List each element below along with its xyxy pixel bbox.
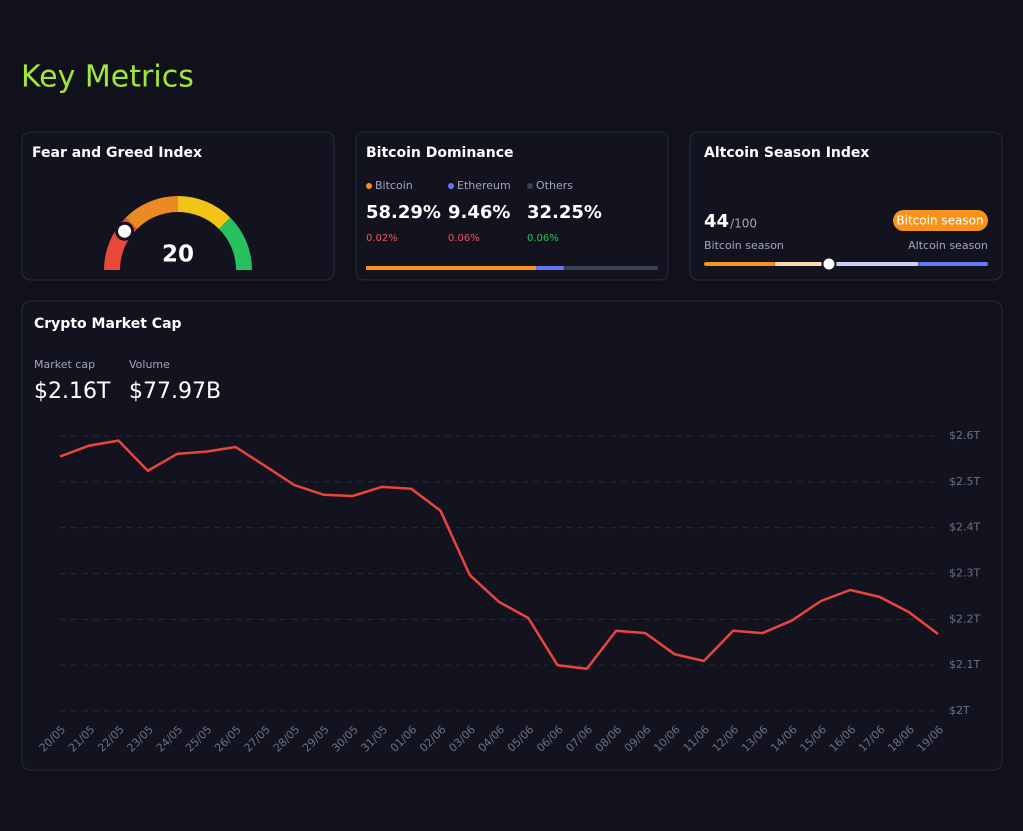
dominance-bar — [563, 266, 658, 270]
stat-label: Market cap — [34, 358, 95, 371]
dominance-change: 0.02% — [366, 233, 398, 244]
slider-track — [918, 262, 988, 266]
slider-track — [828, 262, 918, 266]
dominance-value: 9.46% — [448, 202, 510, 223]
page-title: Key Metrics — [21, 60, 194, 95]
dominance-card — [355, 131, 669, 281]
y-tick-label: $2.3T — [949, 567, 980, 580]
y-tick-label: $2.6T — [949, 429, 980, 442]
dominance-change: 0.06% — [448, 233, 480, 244]
market-card — [21, 300, 1003, 771]
gauge — [104, 196, 252, 271]
slider-track — [704, 262, 775, 266]
badge — [893, 210, 988, 231]
card-title: Bitcoin Dominance — [366, 145, 514, 161]
altcoin-value: 44 — [704, 211, 729, 232]
dominance: Bitcoin 58.29% 0.02% Ethereum 9.46% 0.06% Othe… — [366, 179, 658, 270]
y-tick-label: $2.2T — [949, 612, 980, 625]
card-title: Altcoin Season Index — [704, 145, 869, 161]
dominance-bar — [366, 266, 537, 270]
badge-text: Bitcoin season — [896, 214, 983, 228]
dominance-bar — [536, 266, 564, 270]
legend-dot — [527, 183, 533, 189]
y-tick-label: $2.5T — [949, 475, 980, 488]
card-title: Fear and Greed Index — [32, 145, 202, 161]
line — [59, 439, 939, 671]
y-tick-label: $2.1T — [949, 658, 980, 671]
slider — [821, 256, 837, 272]
dominance-value: 58.29% — [366, 202, 441, 223]
slider-label: Bitcoin season — [704, 239, 784, 252]
altcoin-card — [689, 131, 1003, 281]
stat-value: $2.16T — [34, 379, 111, 404]
legend-dot — [366, 183, 372, 189]
legend-label: Ethereum — [457, 179, 511, 192]
y-tick-label: $2T — [949, 704, 970, 717]
legend-label: Bitcoin — [375, 179, 413, 192]
stat-label: Volume — [129, 358, 170, 371]
gauge-segment — [177, 196, 231, 230]
y-tick-label: $2.4T — [949, 521, 980, 534]
slider-marker — [821, 256, 837, 272]
dominance-value: 32.25% — [527, 202, 602, 223]
slider-track — [775, 262, 828, 266]
dominance-change: 0.06% — [527, 233, 559, 244]
gauge-segment — [218, 217, 252, 271]
gauge-segment — [125, 196, 179, 230]
gauge-value: 20 — [162, 242, 194, 268]
altcoin-max: /100 — [730, 217, 757, 231]
legend-label: Others — [536, 179, 573, 192]
slider-label: Altcoin season — [908, 239, 988, 252]
stat-value: $77.97B — [129, 379, 221, 404]
legend-dot — [448, 183, 454, 189]
gauge-marker — [115, 221, 135, 241]
card-title: Crypto Market Cap — [34, 316, 182, 332]
